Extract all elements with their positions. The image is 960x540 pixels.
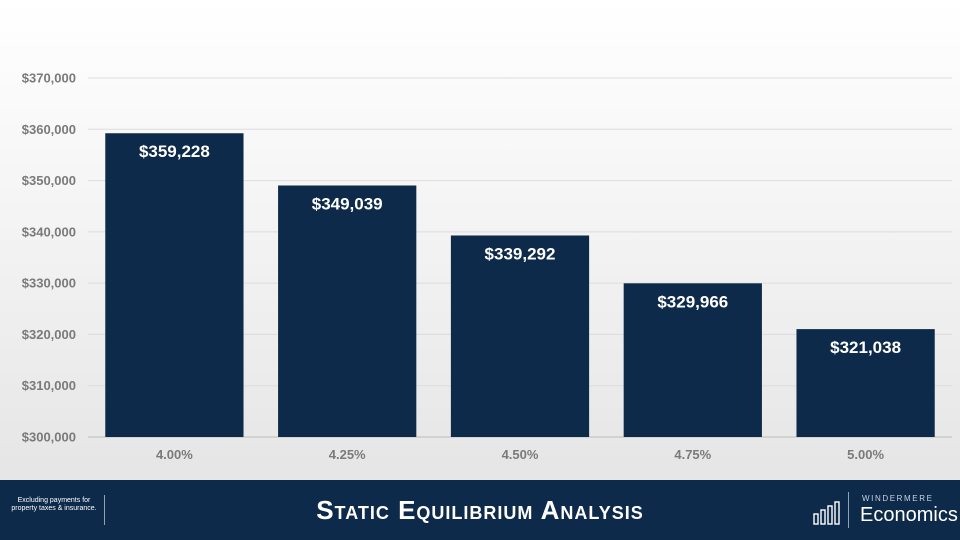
footnote: Excluding payments for property taxes & … [11,497,97,512]
x-tick-label: 4.75% [674,447,711,462]
bar [105,133,244,437]
data-label: $349,039 [312,194,383,213]
data-label: $339,292 [485,244,556,263]
y-tick-label: $300,000 [22,430,76,445]
footer-bar: Excluding payments for property taxes & … [0,480,960,540]
bar-chart: $300,000 $310,000 $320,000 $330,000 $340,000… [22,71,952,462]
y-tick-label: $370,000 [22,71,76,86]
x-tick-label: 4.25% [329,447,366,462]
data-label: $329,966 [657,292,728,311]
bar-chart-logo-icon [813,501,840,525]
bar [796,329,935,437]
y-tick-label: $350,000 [22,173,76,188]
slide-title: Static Equilibrium Analysis [316,495,644,525]
x-tick-label: 5.00% [847,447,884,462]
y-tick-label: $360,000 [22,122,76,137]
logo-wordmark-top: WINDERMERE [862,494,934,503]
x-axis-tick-labels: 4.00% 4.25% 4.50% 4.75% 5.00% [156,447,885,462]
x-tick-label: 4.50% [502,447,539,462]
data-label: $321,038 [830,338,901,357]
bar [623,283,762,437]
x-tick-label: 4.00% [156,447,193,462]
bars [105,133,935,437]
data-labels: $359,228 $349,039 $339,292 $329,966 $321,038 [139,142,901,357]
logo-divider [848,492,849,528]
y-tick-label: $330,000 [22,276,76,291]
y-tick-label: $310,000 [22,378,76,393]
footnote-divider [104,495,105,525]
bar [450,235,590,437]
y-tick-label: $320,000 [22,327,76,342]
data-label: $359,228 [139,142,210,161]
y-axis-tick-labels: $300,000 $310,000 $320,000 $330,000 $340,000… [22,71,76,445]
y-tick-label: $340,000 [22,224,76,239]
logo-wordmark-bottom: Economics [860,504,958,526]
bar [278,185,417,437]
